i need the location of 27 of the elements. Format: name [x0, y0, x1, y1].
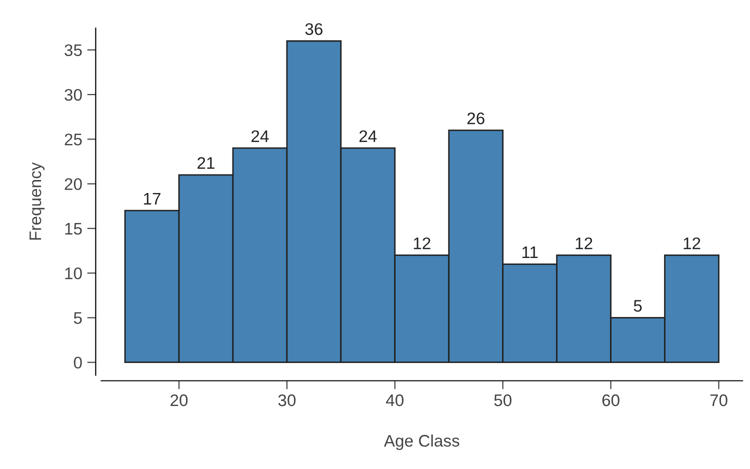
y-tick-label: 35 [64, 44, 82, 56]
y-tick-label: 25 [64, 134, 82, 146]
x-axis-title: Age Class [384, 434, 460, 450]
x-tick-label: 30 [278, 394, 296, 406]
y-tick-label: 15 [65, 223, 82, 235]
data-label: 12 [576, 237, 592, 250]
y-tick-label: 5 [74, 312, 82, 324]
data-label: 26 [467, 112, 484, 124]
data-label: 5 [634, 300, 642, 312]
x-tick-label: 20 [170, 394, 188, 406]
data-label: 36 [305, 23, 322, 36]
data-label: 21 [198, 157, 214, 169]
x-tick-label: 70 [710, 394, 728, 406]
y-tick-label: 10 [65, 267, 82, 280]
data-label: 12 [684, 237, 700, 250]
data-label: 24 [359, 130, 377, 142]
x-tick-label: 50 [494, 394, 512, 406]
y-axis-title: Frequency [30, 162, 45, 240]
y-tick-label: 0 [74, 356, 82, 369]
data-label: 12 [414, 237, 430, 250]
data-label: 24 [252, 130, 269, 142]
data-label: 17 [144, 192, 160, 204]
x-tick-label: 60 [602, 394, 620, 406]
x-tick-label: 40 [386, 394, 404, 406]
y-tick-label: 30 [64, 88, 82, 101]
y-tick-label: 20 [64, 178, 82, 190]
data-label: 11 [522, 246, 538, 258]
